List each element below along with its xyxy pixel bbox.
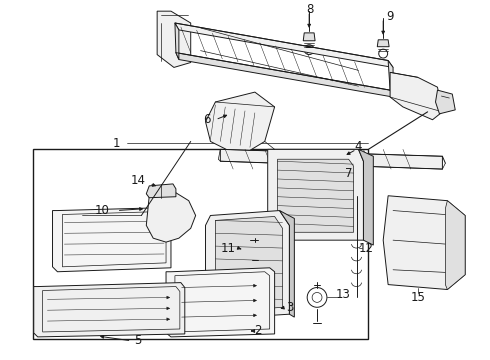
Text: 3: 3 bbox=[286, 301, 293, 314]
Polygon shape bbox=[377, 40, 389, 47]
Text: 12: 12 bbox=[359, 242, 374, 255]
Text: 13: 13 bbox=[335, 288, 350, 301]
Polygon shape bbox=[147, 184, 176, 198]
Text: 1: 1 bbox=[113, 137, 121, 150]
Polygon shape bbox=[34, 283, 185, 337]
Text: 15: 15 bbox=[410, 291, 425, 304]
Polygon shape bbox=[280, 211, 294, 317]
Polygon shape bbox=[268, 149, 364, 240]
Polygon shape bbox=[205, 92, 274, 156]
Text: 10: 10 bbox=[95, 204, 109, 217]
Polygon shape bbox=[436, 90, 455, 114]
Polygon shape bbox=[175, 23, 179, 59]
Polygon shape bbox=[175, 23, 393, 67]
Polygon shape bbox=[166, 268, 274, 337]
Polygon shape bbox=[383, 196, 465, 289]
Text: 14: 14 bbox=[131, 175, 146, 188]
Polygon shape bbox=[303, 33, 315, 41]
Text: 8: 8 bbox=[306, 3, 314, 16]
Polygon shape bbox=[205, 211, 290, 319]
Polygon shape bbox=[157, 11, 191, 67]
Polygon shape bbox=[220, 149, 442, 169]
Polygon shape bbox=[388, 60, 393, 97]
Polygon shape bbox=[52, 208, 171, 272]
Text: 5: 5 bbox=[134, 334, 141, 347]
Polygon shape bbox=[277, 159, 354, 232]
Polygon shape bbox=[445, 201, 465, 289]
Polygon shape bbox=[390, 72, 442, 120]
Polygon shape bbox=[359, 149, 373, 245]
Text: 2: 2 bbox=[254, 324, 262, 337]
Polygon shape bbox=[176, 53, 393, 97]
Text: 11: 11 bbox=[220, 242, 236, 255]
Polygon shape bbox=[147, 191, 196, 242]
Text: 4: 4 bbox=[355, 140, 362, 153]
Circle shape bbox=[167, 39, 171, 43]
Text: 9: 9 bbox=[386, 10, 394, 23]
Polygon shape bbox=[216, 216, 283, 312]
Text: 7: 7 bbox=[345, 167, 352, 180]
Text: 6: 6 bbox=[203, 113, 210, 126]
